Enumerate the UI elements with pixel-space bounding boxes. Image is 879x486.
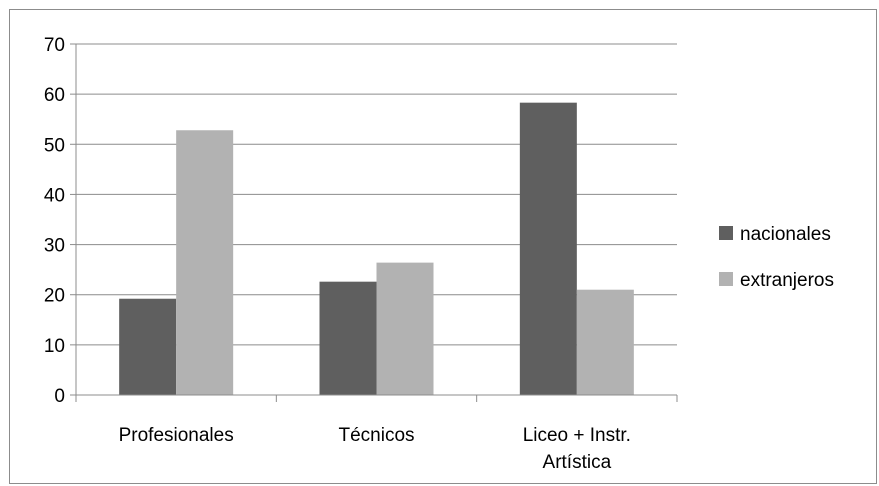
y-tick-label: 0 <box>54 386 65 407</box>
y-tick-label: 60 <box>44 85 65 106</box>
legend-label-nacionales: nacionales <box>740 224 831 245</box>
bar-extranjeros-3 <box>576 289 634 395</box>
bars <box>119 102 634 395</box>
legend: nacionales extranjeros <box>719 224 834 291</box>
bar-nacionales-2 <box>319 281 377 395</box>
x-tick-label: Artística <box>543 452 612 473</box>
bar-extranjeros-1 <box>176 130 234 395</box>
axes <box>70 43 678 402</box>
y-tick-label: 10 <box>44 336 65 357</box>
y-tick-labels: 0 10 20 30 40 50 60 70 <box>44 35 65 407</box>
x-tick-labels: Profesionales Técnicos Liceo + Instr. Artís… <box>119 425 631 473</box>
chart-frame <box>9 9 877 484</box>
bar-nacionales-1 <box>119 298 177 395</box>
bar-nacionales-3 <box>519 102 577 395</box>
legend-swatch-extranjeros <box>719 272 733 286</box>
y-tick-label: 70 <box>44 35 65 56</box>
legend-label-extranjeros: extranjeros <box>740 270 834 291</box>
bar-extranjeros-2 <box>376 262 434 395</box>
y-tick-label: 30 <box>44 236 65 257</box>
legend-swatch-nacionales <box>719 226 733 240</box>
y-tick-label: 50 <box>44 135 65 156</box>
x-tick-label: Profesionales <box>119 425 234 446</box>
x-tick-label: Técnicos <box>338 425 414 446</box>
y-tick-label: 40 <box>44 185 65 206</box>
y-tick-label: 20 <box>44 286 65 307</box>
x-tick-label: Liceo + Instr. <box>523 425 631 446</box>
